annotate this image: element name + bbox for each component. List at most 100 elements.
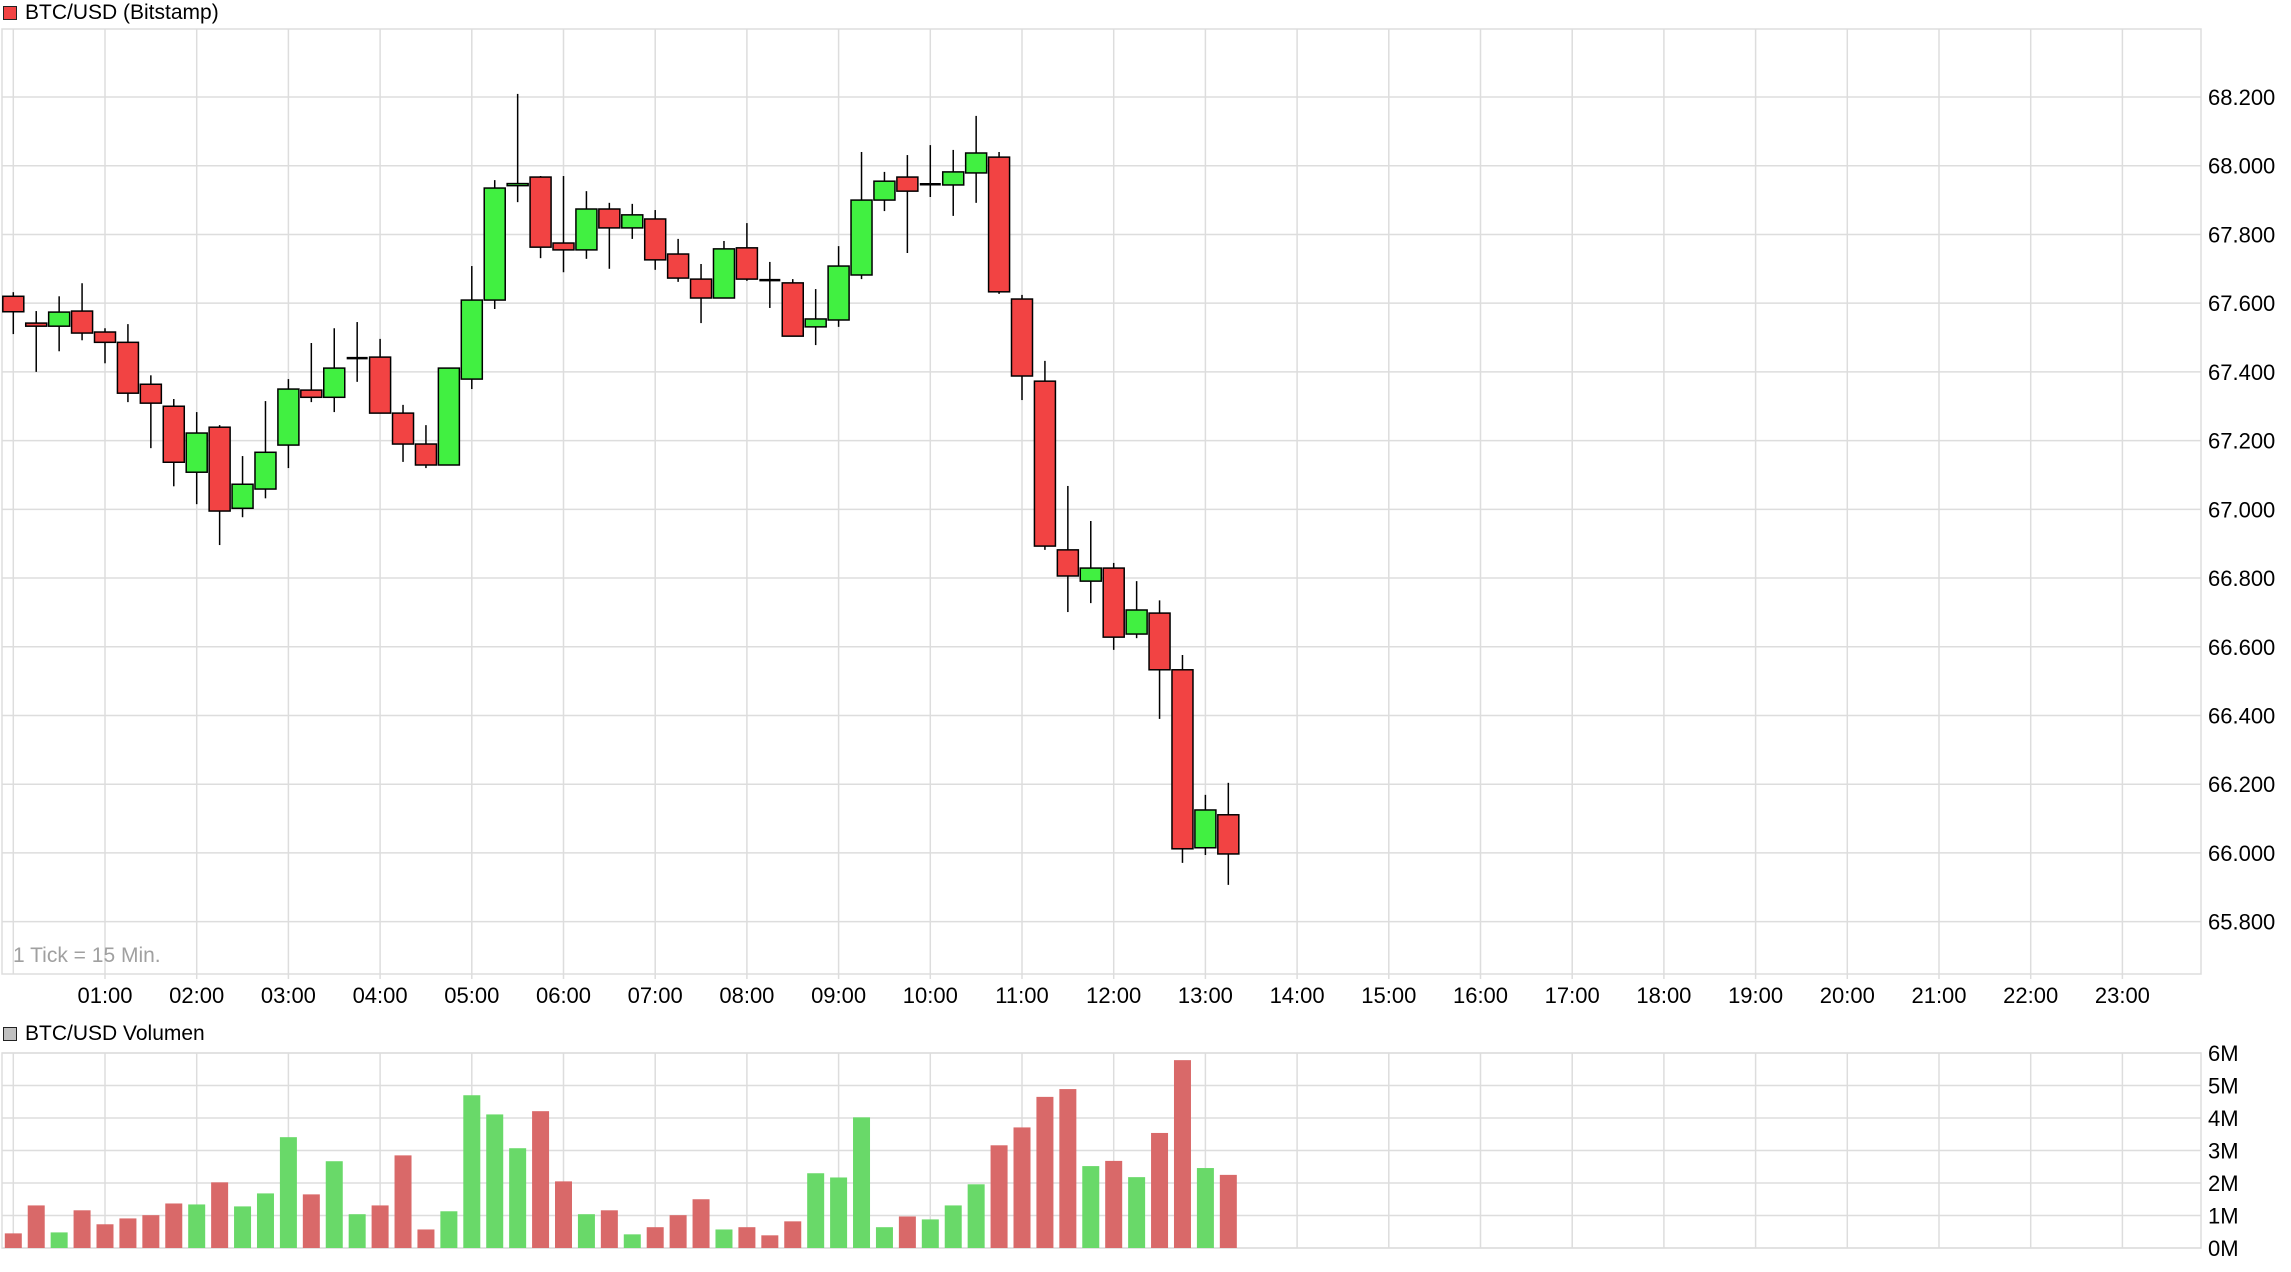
volume-tick-label: 6M (2208, 1041, 2239, 1066)
volume-tick-label: 1M (2208, 1204, 2239, 1229)
volume-bar (784, 1221, 802, 1248)
candle (1148, 600, 1171, 719)
time-tick-label: 20:00 (1820, 983, 1875, 1008)
price-tick-label: 68.200 (2208, 85, 2275, 110)
time-tick-label: 17:00 (1545, 983, 1600, 1008)
candle (735, 223, 759, 281)
candlestick-series (2, 93, 1240, 885)
candle (575, 191, 598, 259)
time-tick-label: 02:00 (169, 983, 224, 1008)
candle (964, 115, 988, 203)
volume-bar (234, 1206, 252, 1248)
candle (185, 412, 208, 505)
volume-bar (1105, 1160, 1123, 1248)
volume-bar (417, 1229, 435, 1248)
volume-bar (1151, 1132, 1169, 1248)
volume-bar (555, 1181, 572, 1248)
candle (70, 283, 94, 341)
candle (827, 246, 850, 327)
volume-bar (348, 1214, 366, 1248)
candle (712, 240, 736, 299)
volume-bar (509, 1148, 527, 1248)
volume-bar (807, 1173, 825, 1248)
volume-bar (1219, 1174, 1237, 1248)
candle (391, 404, 415, 462)
candle (781, 279, 804, 337)
candle (460, 266, 484, 390)
candle (1217, 782, 1240, 885)
volume-legend-swatch (3, 1027, 17, 1041)
volume-bar (532, 1111, 550, 1248)
volume-tick-label: 5M (2208, 1074, 2239, 1099)
candle (93, 328, 117, 364)
volume-bar (1173, 1060, 1191, 1248)
time-tick-label: 04:00 (353, 983, 408, 1008)
volume-bar (600, 1210, 618, 1248)
candle (323, 328, 346, 413)
candle (483, 180, 506, 310)
candle (621, 203, 644, 239)
volume-bar (853, 1117, 871, 1248)
price-tick-label: 67.600 (2208, 291, 2275, 316)
volume-bar (302, 1194, 320, 1248)
price-y-axis: 68.200 68.000 67.800 67.600 67.400 67.200 67.0… (2208, 85, 2275, 935)
volume-bar (73, 1210, 91, 1248)
time-tick-label: 05:00 (444, 983, 499, 1008)
candle (231, 456, 254, 518)
candle (47, 296, 71, 352)
volume-chart-legend: BTC/USD Volumen (3, 1022, 205, 1046)
volume-bar (761, 1235, 779, 1248)
candle (804, 289, 827, 346)
candle (300, 343, 323, 403)
price-grid (1, 28, 2202, 975)
volume-bar (394, 1155, 412, 1248)
candle (346, 322, 368, 382)
time-tick-label: 11:00 (995, 983, 1048, 1008)
candle (139, 375, 163, 449)
time-tick-label: 10:00 (903, 983, 958, 1008)
candle (1079, 521, 1103, 604)
volume-chart-title: BTC/USD Volumen (25, 1022, 205, 1045)
price-tick-label: 67.800 (2208, 222, 2275, 247)
candle (414, 425, 438, 469)
price-tick-label: 67.400 (2208, 360, 2275, 385)
candle (598, 202, 621, 269)
candle (1125, 581, 1148, 639)
volume-bar (279, 1137, 297, 1248)
time-tick-label: 15:00 (1361, 983, 1416, 1008)
volume-y-axis: 6M 5M 4M 3M 2M 1M 0M (2208, 1041, 2239, 1261)
volume-bar (256, 1193, 274, 1248)
candle (116, 324, 140, 403)
time-tick-label: 01:00 (77, 983, 132, 1008)
candle (987, 151, 1011, 294)
volume-tick-label: 2M (2208, 1171, 2239, 1196)
candle (208, 425, 231, 546)
candle (162, 399, 186, 487)
candle (850, 151, 873, 280)
volume-bar (692, 1199, 710, 1248)
volume-bar (967, 1184, 985, 1248)
volume-bar (96, 1224, 114, 1248)
time-tick-label: 23:00 (2095, 983, 2150, 1008)
candle (24, 311, 48, 372)
volume-bar (440, 1211, 458, 1248)
volume-bar (188, 1204, 206, 1248)
price-tick-label: 68.000 (2208, 154, 2275, 179)
time-tick-label: 16:00 (1453, 983, 1508, 1008)
volume-bar (1059, 1089, 1077, 1248)
volume-bar (1036, 1096, 1054, 1248)
candle (759, 261, 781, 308)
volume-bar (27, 1205, 45, 1248)
volume-bar (715, 1229, 733, 1248)
price-chart-title: BTC/USD (Bitstamp) (25, 1, 219, 24)
time-tick-label: 22:00 (2003, 983, 2058, 1008)
volume-bar (119, 1218, 137, 1248)
volume-bar (4, 1233, 22, 1248)
volume-tick-label: 0M (2208, 1236, 2239, 1261)
time-tick-label: 08:00 (719, 983, 774, 1008)
time-tick-label: 14:00 (1270, 983, 1325, 1008)
time-tick-label: 18:00 (1636, 983, 1691, 1008)
volume-bar (50, 1232, 68, 1248)
price-tick-label: 65.800 (2208, 910, 2275, 935)
